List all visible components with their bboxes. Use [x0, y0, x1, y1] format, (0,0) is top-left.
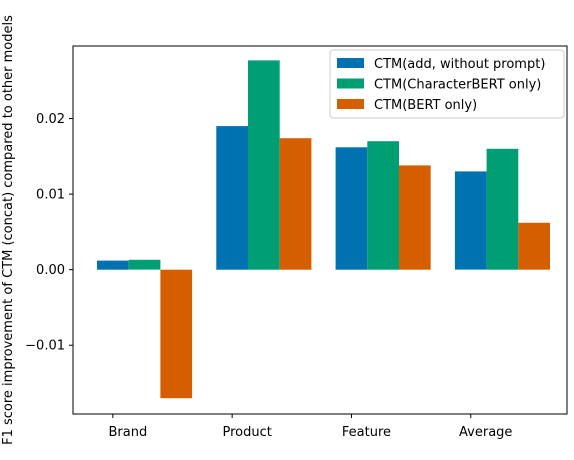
bars-layer — [97, 60, 550, 399]
legend-label: CTM(add, without prompt) — [374, 57, 545, 72]
legend-swatch — [337, 99, 364, 109]
y-tick-label: −0.01 — [25, 339, 65, 354]
legend-label: CTM(CharacterBERT only) — [374, 78, 541, 93]
x-tick-label: Feature — [342, 425, 391, 440]
y-axis-label: F1 score improvement of CTM (concat) com… — [1, 15, 16, 445]
bar-feature-series-1 — [335, 147, 368, 270]
legend-swatch — [337, 78, 364, 89]
bar-brand-series-2 — [128, 259, 161, 270]
bar-product-series-3 — [279, 138, 312, 270]
x-tick-label: Product — [222, 425, 271, 440]
legend: CTM(add, without prompt) CTM(CharacterBER… — [329, 49, 565, 119]
bar-average-series-3 — [518, 222, 550, 270]
y-tick-label: 0.01 — [36, 188, 65, 203]
bar-feature-series-2 — [367, 141, 399, 270]
plot-frame — [72, 45, 568, 415]
y-tick-label: 0.02 — [36, 112, 65, 127]
legend-swatch — [337, 58, 364, 68]
bar-product-series-2 — [248, 60, 280, 270]
y-tick-label: 0.00 — [36, 263, 65, 278]
x-tick-label: Brand — [108, 425, 147, 440]
bar-average-series-1 — [454, 171, 487, 270]
y-axis-ticks: −0.01 0.00 0.01 0.02 — [25, 112, 73, 354]
bar-average-series-2 — [486, 148, 519, 270]
x-tick-label: Average — [459, 425, 512, 440]
x-axis-ticks: Brand Product Feature Average — [108, 414, 512, 440]
bar-product-series-1 — [216, 126, 248, 270]
bar-brand-series-3 — [160, 269, 193, 399]
bar-brand-series-1 — [97, 260, 129, 270]
legend-label: CTM(BERT only) — [374, 98, 477, 113]
bar-feature-series-3 — [399, 165, 431, 270]
legend-box — [329, 49, 565, 119]
